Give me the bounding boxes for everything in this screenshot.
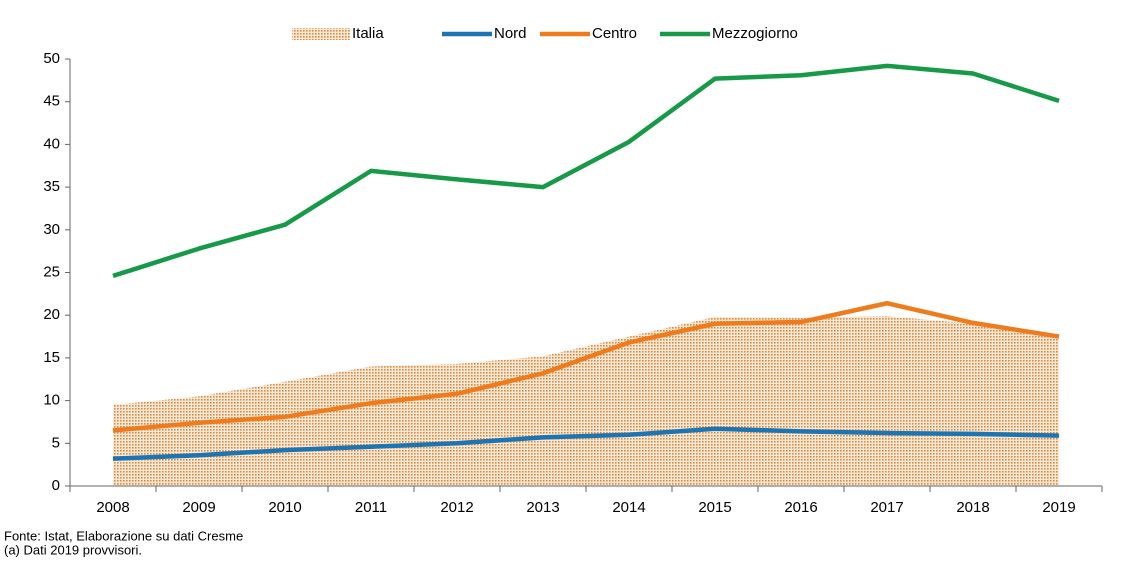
y-tick-label: 20 [43, 306, 60, 323]
y-tick-label: 15 [43, 349, 60, 366]
legend-label: Italia [352, 25, 384, 42]
footnote: Fonte: Istat, Elaborazione su dati Cresm… [4, 528, 243, 543]
x-tick-label: 2014 [612, 499, 645, 516]
x-tick-label: 2013 [526, 499, 559, 516]
x-tick-label: 2017 [870, 499, 903, 516]
x-tick-label: 2016 [784, 499, 817, 516]
area [113, 316, 1059, 486]
legend-label: Centro [592, 25, 637, 42]
x-tick-label: 2010 [268, 499, 301, 516]
y-tick-label: 45 [43, 93, 60, 110]
y-tick-label: 30 [43, 221, 60, 238]
y-tick-label: 10 [43, 392, 60, 409]
x-tick-label: 2018 [956, 499, 989, 516]
x-tick-label: 2015 [698, 499, 731, 516]
y-tick-label: 25 [43, 263, 60, 280]
x-tick-label: 2011 [355, 499, 387, 516]
legend-swatch [292, 28, 350, 40]
line [112, 63, 1060, 279]
y-tick-label: 50 [43, 50, 60, 67]
footnote: (a) Dati 2019 provvisori. [4, 542, 142, 557]
y-tick-label: 35 [43, 178, 60, 195]
legend-label: Nord [494, 25, 527, 42]
x-tick-label: 2012 [440, 499, 473, 516]
x-tick-label: 2019 [1042, 499, 1075, 516]
line [112, 426, 1060, 461]
y-tick-label: 40 [43, 135, 60, 152]
legend-label: Mezzogiorno [712, 25, 798, 42]
line [112, 300, 1060, 433]
y-tick-label: 5 [52, 434, 60, 451]
x-tick-label: 2009 [182, 499, 215, 516]
x-tick-label: 2008 [96, 499, 129, 516]
y-tick-label: 0 [52, 477, 60, 494]
